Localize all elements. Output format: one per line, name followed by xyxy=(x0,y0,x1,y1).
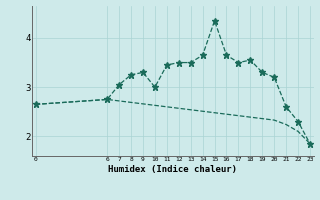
X-axis label: Humidex (Indice chaleur): Humidex (Indice chaleur) xyxy=(108,165,237,174)
